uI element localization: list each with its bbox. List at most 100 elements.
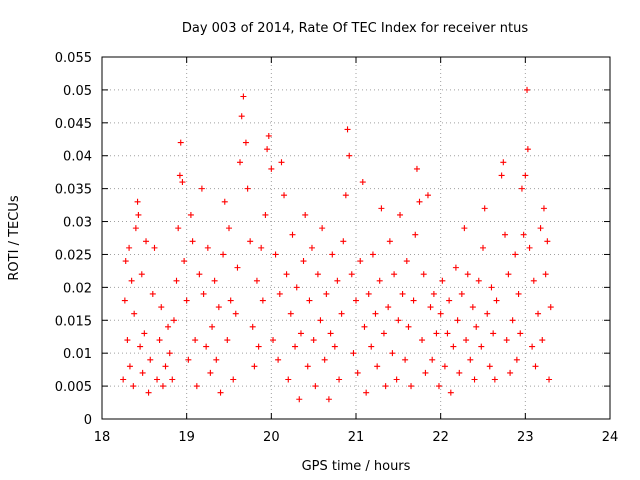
y-tick-label: 0.025 bbox=[55, 248, 92, 263]
data-point bbox=[509, 317, 516, 324]
data-point bbox=[138, 271, 145, 278]
y-tick-label: 0.03 bbox=[63, 216, 92, 231]
y-tick-label: 0.045 bbox=[55, 117, 92, 132]
data-point bbox=[179, 179, 186, 186]
data-point bbox=[158, 304, 165, 311]
data-point bbox=[507, 369, 514, 376]
data-point bbox=[145, 389, 152, 396]
data-point bbox=[204, 244, 211, 251]
data-point bbox=[369, 251, 376, 258]
data-point bbox=[285, 376, 292, 383]
data-point bbox=[480, 244, 486, 251]
x-tick-label: 19 bbox=[178, 430, 195, 445]
data-point bbox=[380, 330, 387, 337]
data-point bbox=[173, 277, 180, 284]
data-point bbox=[306, 297, 313, 304]
data-point bbox=[131, 310, 138, 317]
data-point bbox=[325, 396, 332, 403]
data-point bbox=[255, 343, 262, 350]
data-point bbox=[361, 323, 368, 330]
data-point bbox=[177, 139, 184, 146]
data-point bbox=[542, 271, 549, 278]
grid-lines bbox=[102, 57, 610, 419]
data-point bbox=[220, 251, 227, 258]
y-tick-label: 0.05 bbox=[63, 84, 92, 99]
data-point bbox=[162, 363, 169, 370]
data-point bbox=[481, 205, 488, 212]
data-point bbox=[522, 172, 529, 179]
data-point bbox=[308, 244, 315, 251]
data-point bbox=[424, 192, 431, 199]
data-point bbox=[386, 238, 393, 245]
data-point bbox=[314, 271, 321, 278]
data-point bbox=[327, 330, 334, 337]
data-point bbox=[259, 297, 266, 304]
data-point bbox=[391, 271, 398, 278]
data-point bbox=[193, 383, 200, 390]
chart-title: Day 003 of 2014, Rate Of TEC Index for r… bbox=[182, 21, 528, 36]
data-point bbox=[493, 297, 500, 304]
data-point bbox=[121, 297, 128, 304]
data-point bbox=[278, 159, 285, 166]
data-point bbox=[353, 297, 359, 304]
data-point bbox=[491, 376, 498, 383]
data-point bbox=[513, 356, 520, 363]
data-point bbox=[196, 271, 203, 278]
data-point bbox=[283, 271, 290, 278]
data-point bbox=[515, 290, 522, 297]
data-point bbox=[293, 284, 300, 291]
data-point bbox=[456, 369, 463, 376]
data-point bbox=[478, 343, 485, 350]
data-point bbox=[156, 337, 163, 344]
data-point bbox=[441, 363, 448, 370]
data-point bbox=[224, 337, 231, 344]
data-point bbox=[416, 198, 423, 205]
data-point bbox=[365, 290, 372, 297]
data-point bbox=[410, 297, 417, 304]
data-point bbox=[253, 277, 260, 284]
data-point bbox=[529, 343, 536, 350]
data-point bbox=[198, 185, 205, 192]
data-point bbox=[357, 258, 364, 265]
x-tick-label: 21 bbox=[348, 430, 365, 445]
axis-ticks bbox=[101, 56, 611, 420]
data-point bbox=[221, 198, 228, 205]
data-point bbox=[530, 277, 537, 284]
data-point bbox=[244, 185, 251, 192]
data-point bbox=[342, 192, 349, 199]
data-point bbox=[147, 356, 154, 363]
data-point bbox=[238, 113, 245, 120]
data-point bbox=[312, 383, 319, 390]
data-point bbox=[454, 317, 461, 324]
data-point bbox=[526, 244, 533, 251]
data-point bbox=[135, 211, 142, 218]
data-point bbox=[122, 258, 129, 265]
data-point bbox=[340, 238, 347, 245]
y-axis-label: ROTI / TECUs bbox=[7, 195, 22, 280]
data-point bbox=[498, 172, 505, 179]
data-point bbox=[240, 93, 247, 100]
data-point bbox=[134, 198, 141, 205]
data-point bbox=[149, 290, 156, 297]
data-point bbox=[502, 231, 509, 238]
data-point bbox=[385, 304, 392, 311]
data-point bbox=[217, 389, 224, 396]
data-point bbox=[213, 356, 220, 363]
data-point bbox=[413, 165, 420, 172]
data-point bbox=[120, 376, 127, 383]
data-point bbox=[300, 258, 307, 265]
data-point bbox=[227, 297, 234, 304]
data-point bbox=[336, 376, 343, 383]
data-point bbox=[287, 310, 294, 317]
data-point bbox=[270, 337, 277, 344]
data-point bbox=[203, 343, 210, 350]
data-point bbox=[338, 310, 345, 317]
data-point bbox=[348, 271, 355, 278]
data-point bbox=[281, 192, 288, 199]
data-point bbox=[187, 211, 194, 218]
data-point bbox=[363, 389, 370, 396]
data-point bbox=[200, 290, 207, 297]
data-point bbox=[484, 310, 491, 317]
data-point bbox=[463, 337, 470, 344]
data-point bbox=[289, 231, 296, 238]
